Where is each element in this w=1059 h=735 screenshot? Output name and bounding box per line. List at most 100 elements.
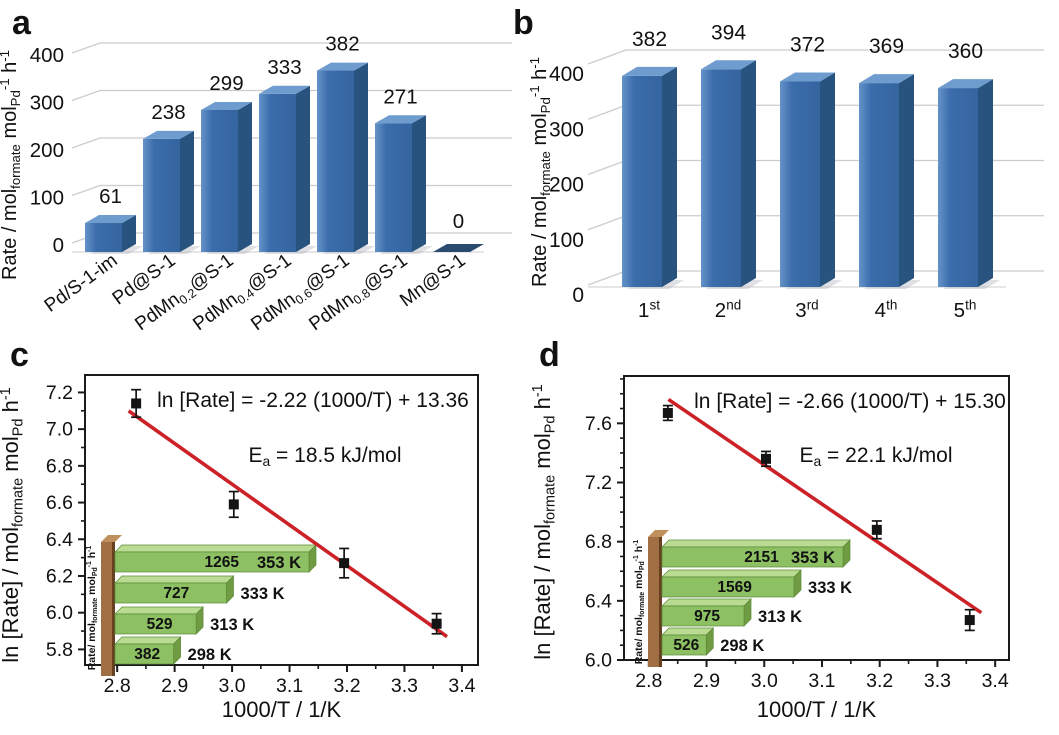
- point-marker: [760, 453, 771, 464]
- bar-front: [375, 123, 412, 253]
- inset-temp-label: 313 K: [210, 616, 254, 634]
- x-tick-label: 3.2: [333, 675, 360, 697]
- inset-bar: [661, 569, 802, 598]
- grid-hook: [587, 49, 627, 65]
- bar-front: [938, 88, 978, 287]
- x-tick-label: 2.8: [104, 675, 131, 697]
- bar-3d: [143, 130, 201, 254]
- y-axis-label: ln [Rate] / molformate molPd h-1: [0, 387, 26, 662]
- y-tick-label: 200: [549, 174, 584, 197]
- x-axis-label: 1000/T / 1/K: [222, 697, 342, 722]
- category-label: 5th: [954, 298, 977, 322]
- x-axis-label: 1000/T / 1/K: [757, 697, 877, 722]
- y-tick-label: 400: [549, 63, 584, 86]
- inset-temp-label: 313 K: [758, 608, 802, 626]
- point-marker: [339, 558, 350, 569]
- x-tick-label: 2.9: [693, 670, 720, 692]
- category-label: Pd/S-1-im: [41, 250, 122, 317]
- y-tick-label: 6.4: [46, 529, 73, 551]
- y-tick-label: 6.0: [585, 650, 612, 672]
- y-tick-label: 6.4: [585, 590, 612, 612]
- bar-3d: [259, 85, 317, 254]
- bar-front: [201, 109, 238, 252]
- y-tick-label: 7.2: [585, 472, 612, 494]
- inset-bar: [661, 627, 715, 656]
- fit-equation: ln [Rate] = -2.22 (1000/T) + 13.36: [157, 389, 469, 412]
- bar-3d: [938, 79, 1000, 289]
- y-tick-label: 100: [30, 187, 64, 210]
- y-tick-label: 300: [30, 92, 64, 115]
- category-label: Mn@S-1: [396, 250, 469, 311]
- y-axis-label: ln [Rate] / molformate molPd h-1: [530, 384, 558, 659]
- inset-temp-label: 333 K: [240, 585, 284, 603]
- panel-a-3d-bar-chart: 0 100 200 300 400 Rate / molformate molPd-1 h…: [0, 33, 512, 335]
- inset-y-axis-label: Rate/ molformate molPd-1 h-1: [86, 546, 99, 671]
- bar-value-label: 271: [383, 85, 417, 108]
- inset-bar-value: 2151: [744, 549, 779, 566]
- inset-axis-top: [101, 535, 122, 542]
- x-tick-label: 2.9: [161, 675, 188, 697]
- inset-bar-value: 382: [134, 646, 160, 663]
- inset-bar-top: [114, 606, 204, 615]
- bar-value-label: 382: [325, 33, 359, 56]
- y-tick-label: 0: [53, 234, 64, 257]
- inset-bar-front: [661, 605, 745, 627]
- bar-value-label: 382: [632, 28, 667, 51]
- x-tick-label: 3.1: [808, 670, 835, 692]
- fit-line: [127, 409, 449, 639]
- bar-front: [317, 70, 354, 252]
- panel-d-arrhenius-plot: 2.8 2.9 3.0 3.1 3.2 3.3 3.4 6.0 6.4 6.8 7.2 7.6 1000…: [530, 375, 1010, 722]
- inset-axis-side: [659, 537, 662, 667]
- bar-side: [978, 79, 993, 287]
- bar-value-label: 0: [453, 210, 464, 233]
- bar-top: [780, 72, 835, 82]
- bar-3d: [317, 62, 375, 254]
- inset-bar: [114, 636, 182, 665]
- data-point: [339, 547, 350, 579]
- bar-3d: [701, 60, 763, 289]
- y-axis-label: Rate / molformate molPd-1 h-1: [0, 50, 23, 280]
- bar-side: [122, 215, 136, 252]
- point-marker: [431, 618, 442, 629]
- inset-bar-front: [661, 634, 707, 656]
- y-tick-label: 6.2: [46, 565, 73, 587]
- y-tick-label: 6.0: [46, 602, 73, 624]
- panel-label-c: c: [10, 336, 29, 374]
- bar-side: [412, 115, 426, 252]
- bar-front: [259, 93, 296, 252]
- inset-bar-top: [114, 636, 182, 645]
- y-tick-label: 7.0: [46, 419, 73, 441]
- grid-hook: [587, 104, 627, 120]
- activation-energy: Ea = 22.1 kJ/mol: [799, 444, 952, 469]
- bar-top: [701, 60, 756, 70]
- inset-bar-value: 727: [163, 585, 189, 602]
- grid-hook: [71, 184, 101, 197]
- bar-top: [85, 215, 136, 223]
- bar-top: [201, 102, 252, 110]
- bar-value-label: 299: [209, 72, 243, 95]
- x-tick-label: 3.0: [751, 670, 778, 692]
- bar-side: [238, 102, 252, 252]
- grid-hook: [587, 215, 627, 231]
- inset-temp-label: 333 K: [808, 579, 852, 597]
- bar-3d: [622, 66, 684, 289]
- inset-bar-front: [114, 582, 227, 604]
- inset-bar-front: [114, 613, 197, 635]
- y-tick-label: 100: [549, 229, 584, 252]
- bar-top: [622, 66, 677, 76]
- inset-bar-top: [661, 539, 851, 548]
- category-label: 1st: [638, 298, 660, 322]
- inset-bar-value: 526: [673, 637, 699, 654]
- bar-side: [820, 72, 835, 287]
- data-point: [760, 450, 771, 468]
- inset-temp-label: 353 K: [791, 549, 835, 567]
- grid-hook: [71, 89, 101, 102]
- inset-y-axis-label: Rate/ molformate molPd-1 h-1: [633, 540, 646, 665]
- inset-bar-top: [114, 575, 235, 584]
- bar-top: [375, 115, 426, 124]
- x-tick-label: 3.3: [391, 675, 418, 697]
- panel-label-a: a: [12, 4, 31, 42]
- category-label: 4th: [875, 298, 898, 322]
- panel-c-arrhenius-plot: 2.8 2.9 3.0 3.1 3.2 3.3 3.4 5.8 6.0 6.2 6.4 6.6 6.8 7…: [0, 374, 479, 722]
